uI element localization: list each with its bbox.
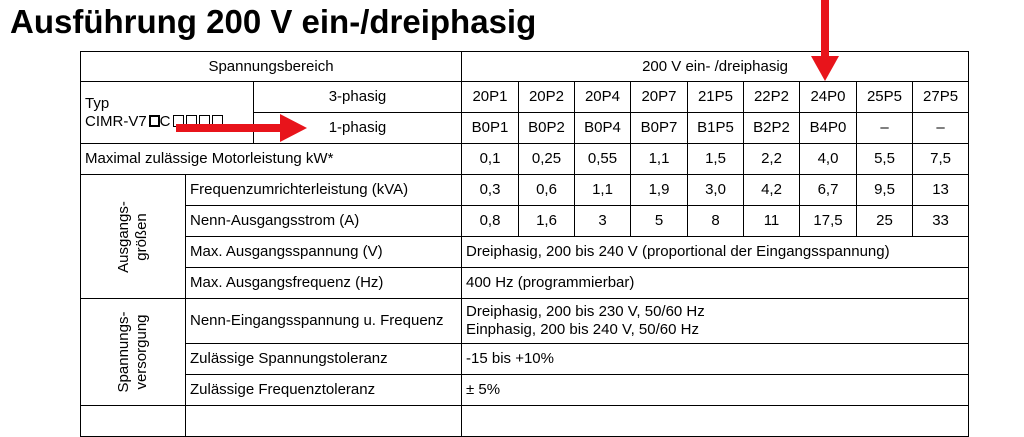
page-title: Ausführung 200 V ein-/dreiphasig — [10, 3, 537, 40]
model-cell: B0P2 — [518, 112, 575, 144]
model-cell: 20P7 — [630, 81, 688, 113]
value-cell: 3 — [574, 205, 631, 237]
value-cell: 4,2 — [743, 174, 800, 206]
value-cell: 1,1 — [574, 174, 631, 206]
motor-label: Maximal zulässige Motorleistung kW* — [80, 143, 462, 175]
output-row-voltage: Max. Ausgangsspannung (V) Dreiphasig, 20… — [81, 236, 970, 268]
supply-label: Zulässige Spannungstoleranz — [185, 343, 462, 375]
value-cell: 33 — [911, 205, 970, 237]
arrow-down-icon — [811, 0, 839, 81]
value-cell: 1,5 — [687, 143, 744, 175]
value-cell: 11 — [743, 205, 800, 237]
output-group-label: Ausgangs-größen — [80, 174, 186, 299]
value-cell: 1,1 — [630, 143, 688, 175]
model-cell: 25P5 — [856, 81, 913, 113]
row-label-3phase: 3-phasig — [253, 81, 462, 113]
type-label: Typ — [85, 94, 110, 112]
value-cell: 0,3 — [461, 174, 519, 206]
spec-table: Spannungsbereich 200 V ein- /dreiphasig … — [80, 51, 970, 437]
value-cell: 2,2 — [743, 143, 800, 175]
model-cell: 20P2 — [518, 81, 575, 113]
output-label: Max. Ausgangsfrequenz (Hz) — [185, 267, 462, 299]
value-cell: 5,5 — [856, 143, 913, 175]
value-cell: 1,9 — [630, 174, 688, 206]
model-cell: 21P5 — [687, 81, 744, 113]
range-label: Spannungsbereich — [80, 51, 462, 82]
output-text: Dreiphasig, 200 bis 240 V (proportional … — [460, 236, 970, 268]
model-cell: 24P0 — [799, 81, 857, 113]
output-row-current: Nenn-Ausgangsstrom (A) 0,8 1,6 3 5 8 11 … — [81, 205, 970, 237]
model-cell: B0P4 — [574, 112, 631, 144]
supply-label: Zulässige Frequenztoleranz — [185, 374, 462, 406]
arrow-right-icon — [176, 114, 307, 142]
model-cell: B4P0 — [799, 112, 857, 144]
model-cell: B2P2 — [743, 112, 800, 144]
supply-label: Nenn-Eingangsspannung u. Frequenz — [185, 298, 462, 344]
value-cell: 9,5 — [856, 174, 913, 206]
value-cell: 0,1 — [461, 143, 519, 175]
model-cell: 20P4 — [574, 81, 631, 113]
value-cell: 0,25 — [518, 143, 575, 175]
value-cell: 7,5 — [911, 143, 970, 175]
value-cell: 1,6 — [518, 205, 575, 237]
model-cell: 27P5 — [911, 81, 970, 113]
supply-text: ± 5% — [460, 374, 970, 406]
range-row: Spannungsbereich 200 V ein- /dreiphasig — [80, 51, 970, 82]
value-cell: 13 — [911, 174, 970, 206]
output-label: Frequenzumrichterleistung (kVA) — [185, 174, 462, 206]
supply-text: -15 bis +10% — [460, 343, 970, 375]
output-text: 400 Hz (programmierbar) — [460, 267, 970, 299]
supply-row-input: Spannungs-versorgung Nenn-Eingangsspannu… — [80, 298, 970, 406]
model-cell: – — [911, 112, 970, 144]
output-row-frequency: Max. Ausgangsfrequenz (Hz) 400 Hz (progr… — [81, 267, 970, 299]
value-cell: 4,0 — [799, 143, 857, 175]
supply-group-label: Spannungs-versorgung — [80, 298, 186, 406]
placeholder-box — [148, 114, 160, 127]
model-cell: – — [856, 112, 913, 144]
value-cell: 17,5 — [799, 205, 857, 237]
output-row-kva: Ausgangs-größen Frequenzumrichterleistun… — [80, 174, 970, 299]
model-cell: B0P7 — [630, 112, 688, 144]
type-row-3phase: Typ CIMR-V7 C 3-phasig 20P1 20P2 20P4 20P… — [80, 81, 970, 144]
model-cell: 22P2 — [743, 81, 800, 113]
model-cell: B1P5 — [687, 112, 744, 144]
supply-row-voltage-tolerance: Zulässige Spannungstoleranz -15 bis +10% — [81, 343, 970, 375]
model-cell: 20P1 — [461, 81, 519, 113]
motor-row: Maximal zulässige Motorleistung kW* 0,1 … — [80, 143, 970, 175]
value-cell: 0,6 — [518, 174, 575, 206]
value-cell: 3,0 — [687, 174, 744, 206]
output-label: Max. Ausgangsspannung (V) — [185, 236, 462, 268]
model-cell: B0P1 — [461, 112, 519, 144]
value-cell: 0,55 — [574, 143, 631, 175]
value-cell: 5 — [630, 205, 688, 237]
supply-row-frequency-tolerance: Zulässige Frequenztoleranz ± 5% — [81, 374, 970, 406]
cut-off-row — [80, 405, 970, 437]
output-label: Nenn-Ausgangsstrom (A) — [185, 205, 462, 237]
value-cell: 6,7 — [799, 174, 857, 206]
value-cell: 8 — [687, 205, 744, 237]
range-value: 200 V ein- /dreiphasig — [460, 51, 970, 82]
type-row-1phase: 1-phasig B0P1 B0P2 B0P4 B0P7 B1P5 B2P2 B… — [81, 112, 970, 144]
supply-text: Dreiphasig, 200 bis 230 V, 50/60 Hz Einp… — [460, 298, 970, 344]
value-cell: 25 — [856, 205, 913, 237]
value-cell: 0,8 — [461, 205, 519, 237]
